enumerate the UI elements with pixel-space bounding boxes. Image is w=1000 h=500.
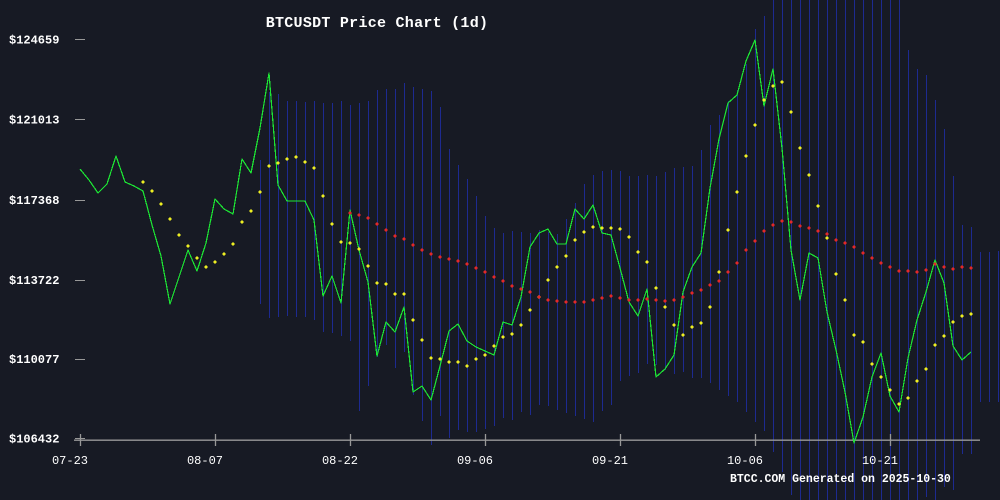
svg-text:08-07: 08-07: [187, 454, 223, 468]
svg-text:$117368: $117368: [9, 194, 59, 208]
svg-text:$106432: $106432: [9, 432, 59, 446]
svg-text:07-23: 07-23: [52, 454, 88, 468]
svg-text:$110077: $110077: [9, 353, 59, 367]
svg-text:10-21: 10-21: [862, 454, 898, 468]
svg-text:09-06: 09-06: [457, 454, 493, 468]
svg-text:BTCC.COM Generated on 2025-10-: BTCC.COM Generated on 2025-10-30: [730, 473, 951, 486]
svg-text:09-21: 09-21: [592, 454, 628, 468]
svg-text:$113722: $113722: [9, 274, 59, 288]
svg-text:$124659: $124659: [9, 34, 59, 48]
svg-text:$121013: $121013: [9, 114, 59, 128]
svg-text:08-22: 08-22: [322, 454, 358, 468]
svg-text:BTCUSDT Price Chart (1d): BTCUSDT Price Chart (1d): [266, 15, 489, 32]
svg-text:10-06: 10-06: [727, 454, 763, 468]
